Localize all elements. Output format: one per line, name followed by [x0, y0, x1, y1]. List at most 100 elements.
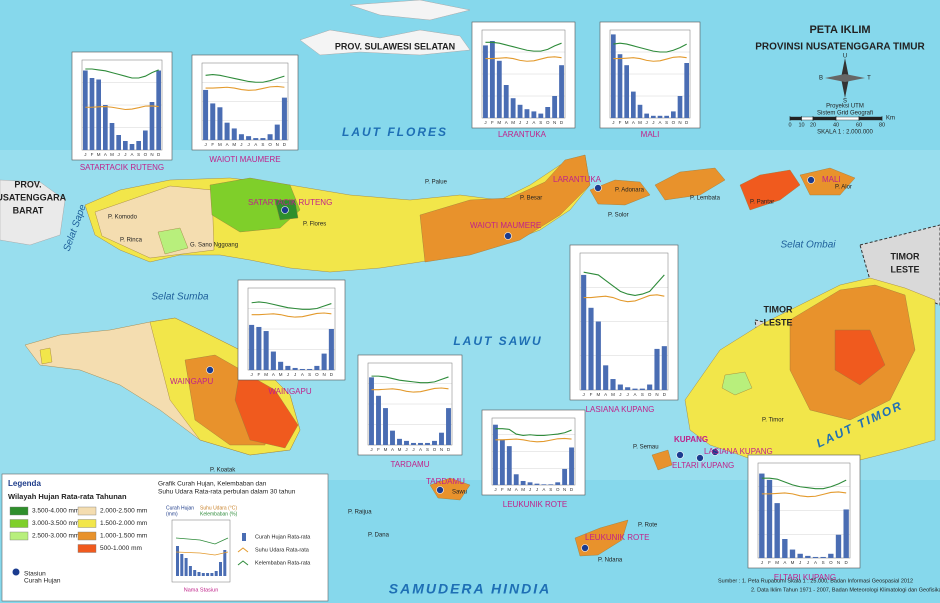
legend-heading: Wilayah Hujan Rata-rata Tahunan: [8, 492, 127, 501]
grid-system: Sistem Grid Geografi: [817, 111, 873, 117]
temperature-line: [583, 294, 665, 303]
sample-bar: [201, 573, 205, 576]
rain-bar: [562, 468, 568, 485]
island-label: P. Alor: [835, 185, 852, 191]
chart-frame: [247, 287, 336, 371]
station-marker: [676, 451, 684, 459]
rain-bar: [534, 483, 540, 485]
station-label: LASIANA KUPANG: [704, 447, 773, 456]
humidity-line: [583, 271, 665, 297]
island-label: P. Semau: [633, 445, 659, 451]
rain-bar: [617, 54, 623, 118]
month-label: S: [822, 560, 825, 565]
temperature-line: [251, 312, 332, 318]
chart-frame: [367, 362, 453, 446]
legend-label: 1.500-2.000 mm: [100, 520, 147, 527]
rain-bar: [524, 109, 530, 118]
legend-swatch: [9, 506, 29, 516]
rainfall-zone: [589, 179, 651, 206]
rain-bar: [253, 138, 259, 140]
sample-bar: [219, 562, 222, 576]
rain-bar: [116, 135, 121, 150]
temperature-line: [371, 387, 449, 393]
legend-station: Curah Hujan: [24, 578, 61, 585]
month-label: M: [398, 447, 402, 452]
month-label: J: [807, 560, 809, 565]
month-label: A: [515, 487, 518, 492]
month-label: D: [685, 120, 689, 125]
temperature-line: [85, 105, 159, 111]
legend-station: Stasiun: [24, 571, 46, 578]
month-label: D: [330, 372, 334, 377]
rain-bar: [499, 439, 505, 485]
sample-line: [175, 537, 229, 545]
month-label: D: [157, 152, 161, 157]
humidity-line: [371, 375, 449, 384]
humidity-line: [613, 42, 687, 53]
rain-bar: [651, 115, 656, 118]
station-marker: [696, 454, 704, 462]
month-label: N: [563, 487, 566, 492]
rain-bar: [647, 384, 653, 390]
station-label: MALI: [822, 175, 841, 184]
rain-bar: [610, 379, 616, 390]
legend-item: Kelembaban Rata-rata: [255, 560, 311, 566]
month-label: F: [619, 120, 622, 125]
month-label: A: [391, 447, 394, 452]
chart-frame: [579, 252, 669, 391]
rain-bar: [569, 447, 574, 485]
rain-bar: [624, 65, 629, 118]
month-label: S: [549, 487, 552, 492]
station-label: WAIOTI MAUMERE: [470, 221, 541, 230]
rain-bar: [496, 60, 502, 118]
month-label: N: [553, 120, 556, 125]
rain-bar: [766, 479, 773, 558]
island-label: P. Ndana: [598, 558, 623, 564]
legend-swatch: [77, 544, 97, 553]
rain-bar: [797, 553, 803, 558]
month-label: M: [97, 152, 101, 157]
rain-bar: [246, 136, 252, 140]
month-label: J: [494, 487, 496, 492]
temperature-line: [761, 491, 847, 498]
month-label: O: [829, 560, 833, 565]
rain-bar: [835, 534, 842, 558]
chart-box: [357, 354, 463, 456]
month-label: M: [638, 120, 642, 125]
month-label: J: [536, 487, 538, 492]
strait-label: Selat Ombai: [780, 240, 836, 251]
legend-swatch: [9, 531, 29, 541]
month-label: N: [323, 372, 326, 377]
month-label: M: [775, 560, 779, 565]
month-label: S: [261, 142, 264, 147]
sample-bar: [197, 572, 201, 576]
chart-station-name: LEUKUNIK ROTE: [503, 500, 567, 509]
strait-label: Selat Sumba: [151, 292, 209, 303]
month-label: J: [526, 120, 528, 125]
month-label: F: [501, 487, 504, 492]
month-label: F: [377, 447, 380, 452]
month-label: M: [218, 142, 222, 147]
island-label: P. Raijua: [348, 510, 372, 516]
sea-label: LAUT SAWU: [453, 334, 542, 348]
rainfall-zone: [39, 347, 53, 365]
sample-bar: [188, 566, 192, 576]
rain-bar: [89, 78, 95, 150]
rain-bar: [548, 484, 554, 485]
chart-station-name: WAIOTI MAUMERE: [209, 155, 280, 164]
island-label: P. Timor: [762, 418, 784, 424]
month-label: J: [627, 392, 629, 397]
rain-bar: [274, 124, 280, 140]
rain-bar: [96, 79, 101, 150]
month-label: J: [84, 152, 86, 157]
month-label: A: [814, 560, 817, 565]
rain-bar: [292, 367, 298, 370]
rainfall-zone: [234, 369, 299, 449]
rain-bar: [527, 482, 533, 485]
sample-line: [175, 551, 229, 556]
rain-bar: [149, 102, 155, 150]
rain-bar: [307, 368, 313, 370]
chart-frame: [609, 29, 691, 119]
month-label: S: [308, 372, 311, 377]
chart-station-name: ELTARI KUPANG: [774, 573, 836, 582]
